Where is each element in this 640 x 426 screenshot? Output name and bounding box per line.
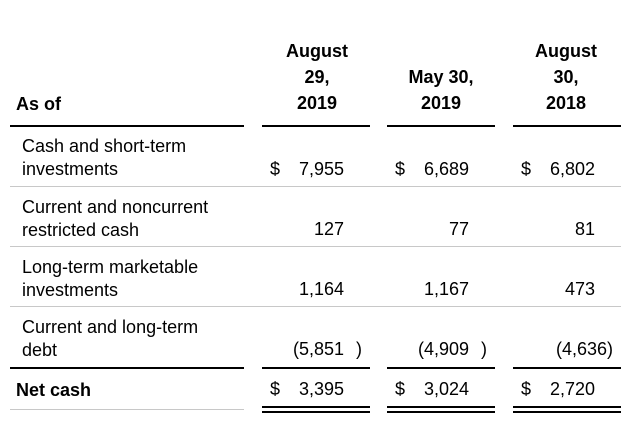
column-header-aug-2018: August 30, 2018 (535, 41, 597, 113)
row-divider (10, 409, 244, 410)
row-label-net-cash: Net cash (16, 380, 92, 400)
subtotal-rule-col3 (513, 367, 621, 369)
row-label-debt: Current and long-term debt (22, 317, 199, 360)
subtotal-rule-col1 (262, 367, 370, 369)
double-rule-col1-bottom (262, 411, 370, 413)
double-rule-col2-bottom (387, 411, 495, 413)
subtotal-rule-col2 (387, 367, 495, 369)
row-divider (10, 186, 621, 187)
subtotal-rule-label (10, 367, 244, 369)
row-divider (10, 306, 621, 307)
row-header-label: As of (16, 94, 61, 114)
row-label-marketable-investments: Long-term marketable investments (22, 257, 199, 300)
header-rule-label (10, 125, 244, 127)
double-rule-col3-bottom (513, 411, 621, 413)
double-rule-col3-top (513, 406, 621, 408)
header-rule-col2 (387, 125, 495, 127)
header-rule-col1 (262, 125, 370, 127)
column-header-may-2019: May 30, 2019 (408, 67, 474, 113)
double-rule-col1-top (262, 406, 370, 408)
header-rule-col3 (513, 125, 621, 127)
column-header-aug-2019: August 29, 2019 (286, 41, 348, 113)
double-rule-col2-top (387, 406, 495, 408)
row-label-restricted-cash: Current and noncurrent restricted cash (22, 197, 209, 240)
row-divider (10, 246, 621, 247)
row-label-cash: Cash and short-term investments (22, 136, 187, 179)
